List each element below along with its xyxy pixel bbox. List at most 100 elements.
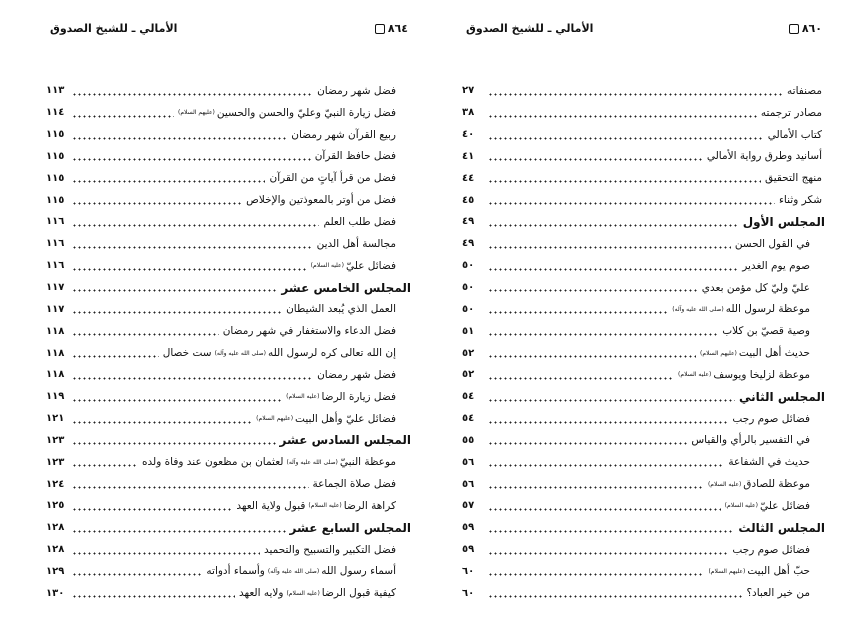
running-head: ٨٦٠ الأمالي ـ للشيخ الصدوق bbox=[462, 22, 822, 40]
toc-entry: موعظة لزليخا ويوسف (عليه السلام) ٥٢ bbox=[462, 364, 822, 386]
dot-leader bbox=[72, 524, 286, 533]
toc-entry: صوم يوم الغدير ٥٠ bbox=[462, 255, 822, 277]
page-number: ٨٦٠ bbox=[788, 22, 822, 35]
toc-list: فضل شهر رمضان ١١٣ فضل زيارة النبيّ وعليّ و… bbox=[46, 80, 411, 604]
left-page: ٨٦٤ الأمالي ـ للشيخ الصدوق فضل شهر رمضان… bbox=[46, 0, 411, 639]
entry-title: في القول الحسن bbox=[734, 237, 810, 250]
dot-leader bbox=[72, 502, 233, 511]
entry-title-continued: لعثمان بن مظعون عند وفاة ولده bbox=[142, 456, 284, 469]
dot-leader bbox=[488, 328, 719, 337]
entry-title-continued: ولايه العهد bbox=[238, 587, 284, 600]
entry-title: من خير العباد؟ bbox=[746, 587, 810, 600]
toc-entry: فضل زيارة النبيّ وعليّ والحسن والحسين (عل… bbox=[46, 102, 408, 124]
dot-leader bbox=[72, 262, 307, 271]
toc-entry: عليّ وليّ كل مؤمن بعدي ٥٠ bbox=[462, 277, 822, 299]
entry-title: عليّ وليّ كل مؤمن بعدي bbox=[701, 281, 810, 294]
entry-title: شكر وثناء bbox=[778, 194, 822, 207]
entry-page-number: ٦٠ bbox=[462, 587, 475, 599]
entry-page-number: ٤٩ bbox=[462, 238, 475, 250]
toc-entry: فضل شهر رمضان ١١٨ bbox=[46, 364, 408, 386]
toc-entry: شكر وثناء ٤٥ bbox=[462, 189, 822, 211]
entry-page-number: ١١٣ bbox=[46, 85, 65, 97]
entry-title: مصنفاته bbox=[787, 84, 822, 97]
toc-entry: فضل حافظ القرآن ١١٥ bbox=[46, 146, 408, 168]
dot-leader bbox=[72, 87, 314, 96]
entry-page-number: ١١٥ bbox=[46, 172, 65, 184]
dot-leader bbox=[488, 306, 669, 315]
toc-entry: أسماء رسول الله (صلى الله عليه وآله) وأسما… bbox=[46, 561, 408, 583]
entry-title: أسماء رسول الله bbox=[321, 565, 396, 578]
toc-entry: في التفسير بالرأي والقياس ٥٥ bbox=[462, 430, 822, 452]
entry-page-number: ٥٧ bbox=[462, 500, 475, 512]
entry-page-number: ١١٨ bbox=[46, 325, 65, 337]
honorific: (صلى الله عليه وآله) bbox=[672, 305, 724, 313]
entry-page-number: ٥٠ bbox=[462, 260, 475, 272]
entry-page-number: ٥٢ bbox=[462, 347, 475, 359]
page-number: ٨٦٤ bbox=[374, 22, 408, 35]
entry-page-number: ١١٥ bbox=[46, 129, 65, 141]
entry-page-number: ١٢٤ bbox=[46, 478, 65, 490]
toc-entry: حديث في الشفاعة ٥٦ bbox=[462, 451, 822, 473]
toc-entry: فضل صلاة الجماعة ١٢٤ bbox=[46, 473, 408, 495]
honorific: (عليه السلام) bbox=[724, 502, 758, 510]
dot-leader bbox=[488, 153, 703, 162]
toc-entry: فضل الدعاء والاستغفار في شهر رمضان ١١٨ bbox=[46, 320, 408, 342]
dot-leader bbox=[72, 371, 314, 380]
entry-page-number: ١١٦ bbox=[46, 216, 65, 228]
honorific: (عليهم السلام) bbox=[256, 415, 294, 423]
right-page: ٨٦٠ الأمالي ـ للشيخ الصدوق مصنفاته ٢٧ مصاد… bbox=[462, 0, 825, 639]
dot-leader bbox=[488, 568, 705, 577]
entry-title: مصادر ترجمته bbox=[760, 106, 822, 119]
toc-entry: ربيع القرآن شهر رمضان ١١٥ bbox=[46, 124, 408, 146]
entry-title: فضل شهر رمضان bbox=[317, 84, 396, 97]
dot-leader bbox=[488, 218, 739, 227]
entry-title: المجلس السادس عشر bbox=[279, 433, 411, 448]
toc-entry: من خير العباد؟ ٦٠ bbox=[462, 582, 822, 604]
honorific: (عليه السلام) bbox=[286, 589, 320, 597]
entry-title: فضل زيارة النبيّ وعليّ والحسن والحسين bbox=[216, 106, 396, 119]
dot-leader bbox=[72, 306, 283, 315]
toc-heading: المجلس الثالث ٥٩ bbox=[462, 517, 825, 539]
toc-entry: حبّ أهل البيت (عليهم السلام) ٦٠ bbox=[462, 561, 822, 583]
dot-leader bbox=[72, 240, 313, 249]
entry-title: المجلس الثاني bbox=[738, 389, 825, 404]
toc-entry: فضائل عليّ (عليه السلام) ١١٦ bbox=[46, 255, 408, 277]
entry-page-number: ٤١ bbox=[462, 150, 475, 162]
dot-leader bbox=[488, 240, 731, 249]
toc-list: مصنفاته ٢٧ مصادر ترجمته ٣٨ كتاب الأمالي ٤٠ أسا… bbox=[462, 80, 825, 604]
entry-title: موعظة لزليخا ويوسف bbox=[713, 368, 810, 381]
entry-title: كراهة الرضا bbox=[343, 499, 396, 512]
toc-entry: مصنفاته ٢٧ bbox=[462, 80, 822, 102]
entry-page-number: ٤٥ bbox=[462, 194, 475, 206]
honorific: (عليه السلام) bbox=[286, 393, 320, 401]
entry-title: فضل شهر رمضان bbox=[317, 368, 396, 381]
dot-leader bbox=[72, 459, 139, 468]
dot-leader bbox=[488, 131, 764, 140]
entry-title: فضل الدعاء والاستغفار في شهر رمضان bbox=[222, 325, 396, 338]
entry-page-number: ١٢١ bbox=[46, 413, 65, 425]
entry-page-number: ٦٠ bbox=[462, 565, 475, 577]
running-title: الأمالي ـ للشيخ الصدوق bbox=[50, 22, 178, 35]
entry-page-number: ٥٤ bbox=[462, 391, 475, 403]
entry-title: موعظة النبيّ bbox=[339, 456, 396, 469]
entry-title: كيفية قبول الرضا bbox=[321, 587, 396, 600]
toc-entry: موعظة لرسول الله (صلى الله عليه وآله) ٥٠ bbox=[462, 298, 822, 320]
entry-title: فضل طلب العلم bbox=[323, 215, 396, 228]
toc-entry: فضل شهر رمضان ١١٣ bbox=[46, 80, 408, 102]
entry-title: منهج التحقيق bbox=[764, 172, 822, 185]
toc-entry: فضل طلب العلم ١١٦ bbox=[46, 211, 408, 233]
dot-leader bbox=[488, 459, 725, 468]
honorific: (صلى الله عليه وآله) bbox=[267, 567, 320, 575]
entry-title: المجلس السابع عشر bbox=[289, 520, 411, 535]
toc-entry: فضائل عليّ وأهل البيت (عليهم السلام) ١٢١ bbox=[46, 408, 408, 430]
dot-leader bbox=[72, 153, 311, 162]
dot-leader bbox=[488, 590, 743, 599]
entry-title: فضائل صوم رجب bbox=[732, 543, 810, 556]
dot-leader bbox=[488, 437, 688, 446]
entry-page-number: ٥١ bbox=[462, 325, 475, 337]
entry-page-number: ٥٥ bbox=[462, 434, 475, 446]
dot-leader bbox=[72, 349, 159, 358]
entry-page-number: ١٢٩ bbox=[46, 565, 65, 577]
dot-leader bbox=[488, 262, 739, 271]
entry-page-number: ١١٦ bbox=[46, 260, 65, 272]
